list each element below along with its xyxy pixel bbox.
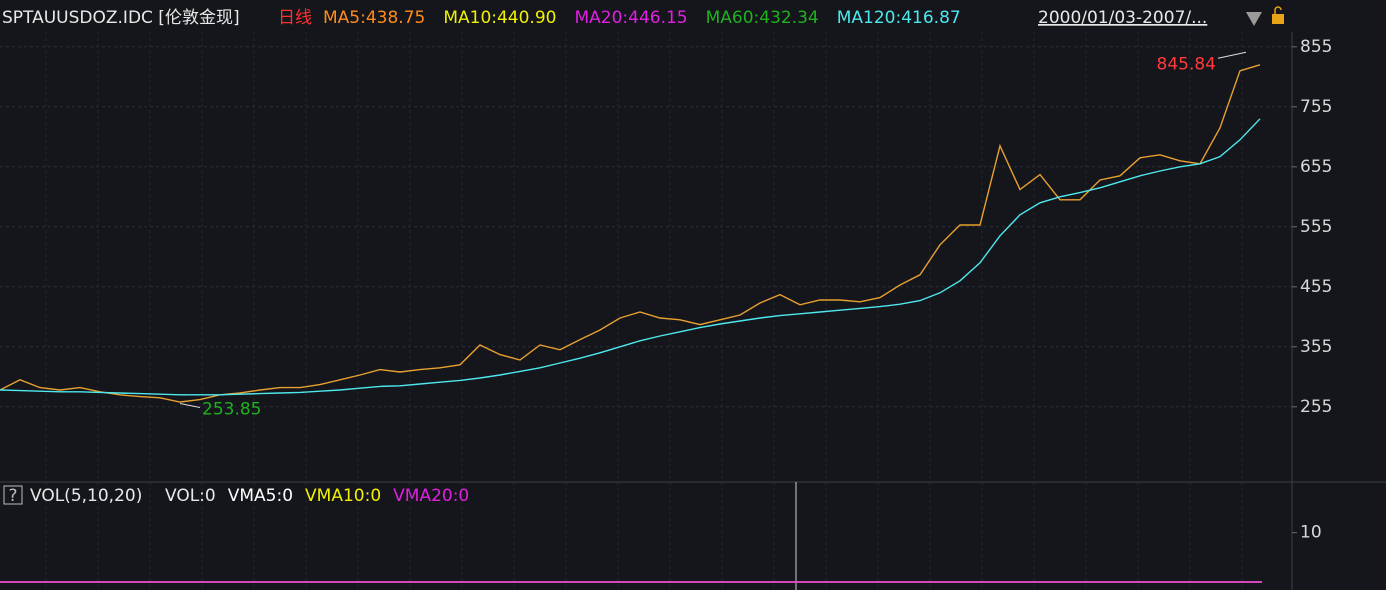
volume-value: VOL:0	[165, 486, 216, 506]
lock-shackle	[1274, 6, 1282, 14]
grid	[0, 32, 1292, 590]
indicator-label: MA120:416.87	[837, 8, 961, 28]
legend-label: VMA5:0	[228, 486, 293, 506]
y-tick-label: 255	[1300, 397, 1332, 417]
indicator-label: MA10:440.90	[443, 8, 556, 28]
period: 日线	[278, 8, 312, 28]
y-tick-label: 355	[1300, 337, 1332, 357]
y-tick-label: 10	[1300, 523, 1322, 543]
y-tick-label: 855	[1300, 37, 1332, 57]
legend-label: VMA20:0	[393, 486, 469, 506]
help-box[interactable]	[3, 485, 23, 505]
low-label: 253.85	[202, 399, 261, 419]
dropdown-icon[interactable]	[1246, 12, 1262, 26]
low-arrow	[179, 402, 201, 408]
y-tick-label: 755	[1300, 97, 1332, 117]
help-icon[interactable]: ?	[8, 486, 17, 506]
date-range[interactable]: 2000/01/03-2007/...	[1038, 8, 1207, 28]
y-tick-label: 455	[1300, 277, 1332, 297]
indicator-label: MA60:432.34	[706, 8, 819, 28]
legend-label: VMA10:0	[305, 486, 381, 506]
series-line	[0, 64, 1261, 403]
series-line	[0, 118, 1261, 396]
y-tick-label: 555	[1300, 217, 1332, 237]
high-arrow	[1217, 51, 1247, 59]
volume-title: VOL(5,10,20)	[30, 486, 142, 506]
symbol: SPTAUUSDOZ.IDC [伦敦金现]	[2, 8, 240, 28]
high-label: 845.84	[1157, 54, 1216, 74]
y-tick-label: 655	[1300, 157, 1332, 177]
lock-icon[interactable]	[1272, 14, 1284, 24]
indicator-label: MA20:446.15	[574, 8, 687, 28]
indicator-label: MA5:438.75	[323, 8, 425, 28]
